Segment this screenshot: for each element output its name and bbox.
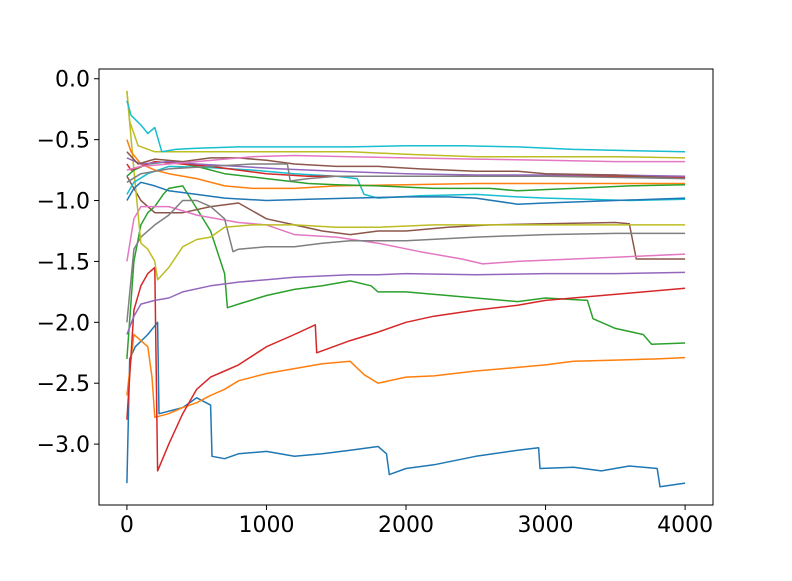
y-tick-label: −3.0 bbox=[37, 433, 90, 458]
series-line-4 bbox=[126, 266, 686, 472]
x-tick-label: 1000 bbox=[238, 513, 294, 538]
series-line-20 bbox=[126, 100, 686, 153]
series-line-8 bbox=[126, 199, 686, 323]
series-line-6 bbox=[126, 175, 686, 260]
y-tick-label: −1.5 bbox=[37, 250, 90, 275]
series-line-1 bbox=[126, 321, 686, 488]
x-axis: 0 1000 2000 3000 4000 bbox=[120, 505, 713, 538]
x-tick-label: 2000 bbox=[378, 513, 434, 538]
series-line-10 bbox=[126, 165, 686, 202]
series-line-5 bbox=[126, 271, 686, 335]
series-line-9 bbox=[126, 90, 686, 281]
y-tick-label: −1.0 bbox=[37, 190, 90, 215]
x-tick-label: 0 bbox=[120, 513, 134, 538]
series-layer bbox=[126, 90, 686, 488]
series-line-18 bbox=[126, 163, 686, 183]
series-line-11 bbox=[126, 181, 686, 205]
series-line-3 bbox=[126, 185, 686, 359]
series-line-15 bbox=[126, 157, 686, 177]
series-line-7 bbox=[126, 205, 686, 265]
x-tick-label: 4000 bbox=[657, 513, 713, 538]
y-tick-label: −2.5 bbox=[37, 372, 90, 397]
y-tick-label: −0.5 bbox=[37, 129, 90, 154]
series-line-19 bbox=[126, 90, 686, 159]
y-tick-label: 0.0 bbox=[55, 68, 90, 93]
x-tick-label: 3000 bbox=[518, 513, 574, 538]
series-line-17 bbox=[126, 154, 686, 171]
y-tick-label: −2.0 bbox=[37, 311, 90, 336]
series-line-16 bbox=[126, 151, 686, 180]
y-axis: 0.0 −0.5 −1.0 −1.5 −2.0 −2.5 −3.0 bbox=[37, 68, 99, 458]
